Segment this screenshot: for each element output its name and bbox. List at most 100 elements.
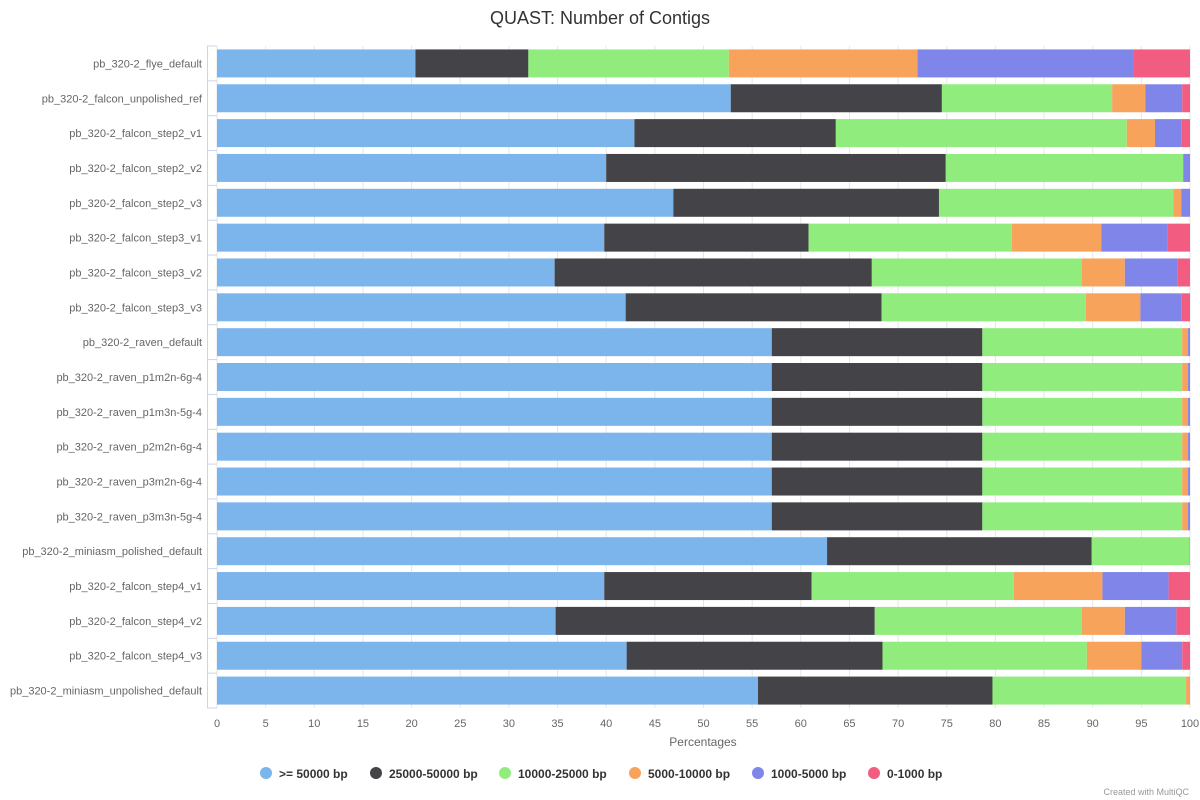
bar-segment[interactable] <box>217 84 731 113</box>
bar-segment[interactable] <box>730 84 942 113</box>
bar-segment[interactable] <box>1188 363 1190 391</box>
legend-item[interactable]: >= 50000 bp <box>260 767 348 781</box>
bar-segment[interactable] <box>217 641 627 670</box>
bar-segment[interactable] <box>811 572 1014 601</box>
bar-segment[interactable] <box>606 153 946 182</box>
bar-segment[interactable] <box>217 363 772 391</box>
bar-segment[interactable] <box>1168 572 1190 601</box>
bar-segment[interactable] <box>982 328 1183 357</box>
bar-segment[interactable] <box>1176 606 1190 635</box>
bar-segment[interactable] <box>217 572 605 601</box>
bar-segment[interactable] <box>881 293 1086 322</box>
bar-segment[interactable] <box>1181 119 1190 148</box>
bar-segment[interactable] <box>1101 223 1168 252</box>
bar-segment[interactable] <box>1182 84 1190 113</box>
bar-segment[interactable] <box>1091 537 1190 566</box>
bar-segment[interactable] <box>1081 258 1125 287</box>
bar-segment[interactable] <box>217 397 772 426</box>
bar-segment[interactable] <box>1124 258 1178 287</box>
bar-segment[interactable] <box>1182 467 1189 496</box>
legend-item[interactable]: 10000-25000 bp <box>499 767 607 781</box>
bar-segment[interactable] <box>771 432 983 461</box>
bar-segment[interactable] <box>1086 641 1142 670</box>
bar-segment[interactable] <box>1177 258 1190 287</box>
bar-segment[interactable] <box>771 467 983 496</box>
bar-segment[interactable] <box>1182 363 1189 391</box>
bar-segment[interactable] <box>1186 676 1190 705</box>
bar-segment[interactable] <box>982 502 1183 531</box>
bar-segment[interactable] <box>938 188 1174 217</box>
bar-segment[interactable] <box>217 676 758 705</box>
bar-segment[interactable] <box>1188 328 1190 357</box>
bar-segment[interactable] <box>217 432 772 461</box>
bar-segment[interactable] <box>1188 467 1190 496</box>
bar-segment[interactable] <box>1126 119 1155 148</box>
bar-segment[interactable] <box>1011 223 1102 252</box>
bar-segment[interactable] <box>1167 223 1190 252</box>
bar-segment[interactable] <box>634 119 836 148</box>
bar-segment[interactable] <box>1188 397 1190 426</box>
bar-segment[interactable] <box>1183 153 1190 182</box>
bar-segment[interactable] <box>1140 293 1182 322</box>
bar-segment[interactable] <box>1188 432 1190 461</box>
bar-segment[interactable] <box>1124 606 1177 635</box>
bar-segment[interactable] <box>1188 502 1190 531</box>
bar-segment[interactable] <box>771 397 983 426</box>
bar-segment[interactable] <box>604 223 809 252</box>
legend-item[interactable]: 5000-10000 bp <box>629 767 730 781</box>
credit-text[interactable]: Created with MultiQC <box>1103 787 1189 797</box>
bar-segment[interactable] <box>1182 641 1190 670</box>
bar-segment[interactable] <box>1112 84 1146 113</box>
bar-segment[interactable] <box>1189 537 1190 566</box>
bar-segment[interactable] <box>1145 84 1183 113</box>
bar-segment[interactable] <box>808 223 1012 252</box>
bar-segment[interactable] <box>1013 572 1103 601</box>
bar-segment[interactable] <box>555 606 875 635</box>
bar-segment[interactable] <box>528 49 729 78</box>
bar-segment[interactable] <box>625 293 882 322</box>
bar-segment[interactable] <box>982 467 1183 496</box>
bar-segment[interactable] <box>217 49 416 78</box>
bar-segment[interactable] <box>217 606 556 635</box>
bar-segment[interactable] <box>1181 188 1190 217</box>
bar-segment[interactable] <box>217 502 772 531</box>
bar-segment[interactable] <box>882 641 1087 670</box>
bar-segment[interactable] <box>874 606 1082 635</box>
bar-segment[interactable] <box>827 537 1092 566</box>
bar-segment[interactable] <box>771 502 983 531</box>
bar-segment[interactable] <box>626 641 883 670</box>
bar-segment[interactable] <box>1141 641 1183 670</box>
bar-segment[interactable] <box>771 328 983 357</box>
bar-segment[interactable] <box>871 258 1082 287</box>
legend-item[interactable]: 25000-50000 bp <box>370 767 478 781</box>
bar-segment[interactable] <box>982 397 1183 426</box>
bar-segment[interactable] <box>835 119 1127 148</box>
bar-segment[interactable] <box>1182 397 1189 426</box>
bar-segment[interactable] <box>554 258 872 287</box>
bar-segment[interactable] <box>604 572 812 601</box>
bar-segment[interactable] <box>673 188 939 217</box>
bar-segment[interactable] <box>1085 293 1141 322</box>
bar-segment[interactable] <box>1154 119 1182 148</box>
bar-segment[interactable] <box>217 467 772 496</box>
legend-item[interactable]: 0-1000 bp <box>868 767 942 781</box>
bar-segment[interactable] <box>757 676 993 705</box>
bar-segment[interactable] <box>217 223 605 252</box>
bar-segment[interactable] <box>1182 328 1189 357</box>
bar-segment[interactable] <box>917 49 1134 78</box>
bar-segment[interactable] <box>1189 153 1190 182</box>
bar-segment[interactable] <box>941 84 1113 113</box>
bar-segment[interactable] <box>945 153 1184 182</box>
bar-segment[interactable] <box>1182 502 1189 531</box>
bar-segment[interactable] <box>217 153 607 182</box>
bar-segment[interactable] <box>982 432 1183 461</box>
bar-segment[interactable] <box>217 119 635 148</box>
bar-segment[interactable] <box>217 537 828 566</box>
bar-segment[interactable] <box>992 676 1187 705</box>
bar-segment[interactable] <box>982 363 1183 391</box>
bar-segment[interactable] <box>217 328 772 357</box>
bar-segment[interactable] <box>728 49 918 78</box>
bar-segment[interactable] <box>217 188 674 217</box>
bar-segment[interactable] <box>1189 188 1190 217</box>
bar-segment[interactable] <box>1181 293 1190 322</box>
